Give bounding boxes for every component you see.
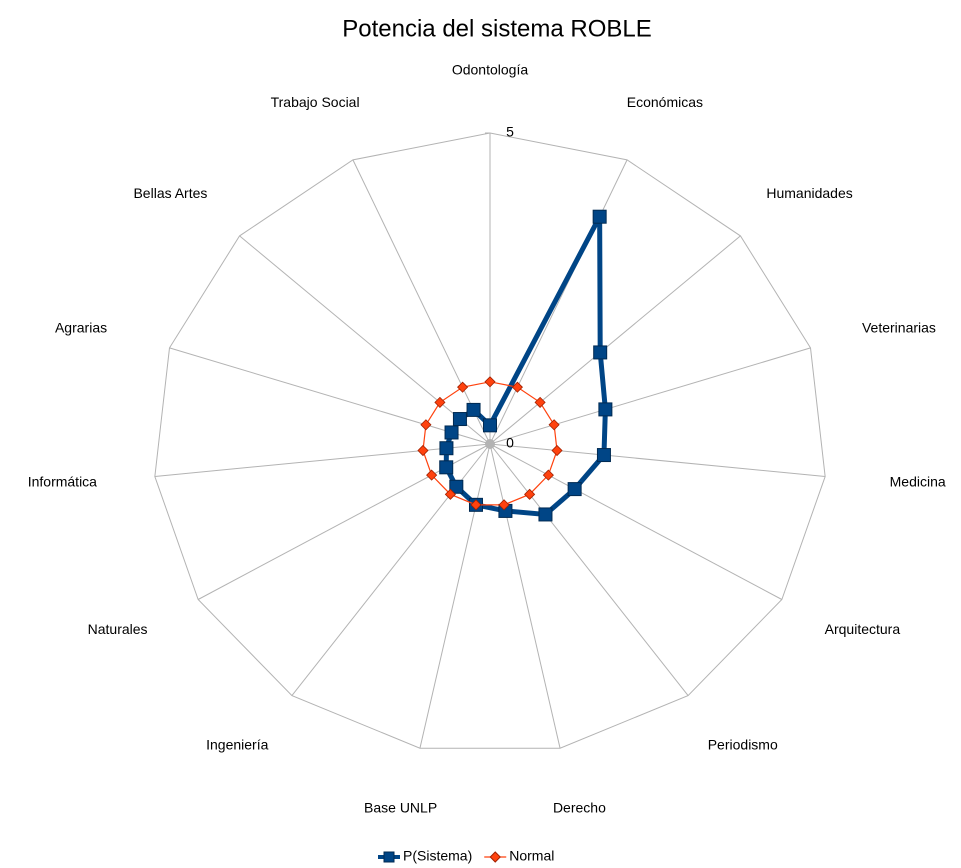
category-label: Trabajo Social xyxy=(271,94,360,110)
category-label: Odontología xyxy=(452,62,528,78)
marker xyxy=(444,425,459,440)
marker xyxy=(452,412,467,427)
marker xyxy=(548,419,560,431)
tick-label: 0 xyxy=(506,435,514,451)
category-label: Base UNLP xyxy=(364,800,437,816)
spoke xyxy=(489,443,783,600)
marker xyxy=(420,419,432,431)
category-label: Derecho xyxy=(553,800,606,816)
marker xyxy=(483,418,497,433)
marker xyxy=(593,345,608,360)
legend-label: Normal xyxy=(509,848,554,864)
marker xyxy=(457,381,469,393)
category-label: Medicina xyxy=(890,474,946,490)
tick-label: 5 xyxy=(506,124,514,140)
category-label: Ingeniería xyxy=(206,736,268,752)
spoke xyxy=(489,443,561,749)
spoke xyxy=(489,347,811,445)
category-label: Humanidades xyxy=(766,185,852,201)
marker xyxy=(449,479,464,494)
spoke xyxy=(489,235,741,445)
marker xyxy=(498,499,510,511)
grid-polygon xyxy=(154,132,826,749)
marker xyxy=(470,499,482,511)
chart-title: Potencia del sistema ROBLE xyxy=(342,15,651,42)
legend-label: P(Sistema) xyxy=(403,848,472,864)
marker xyxy=(444,488,456,500)
category-label: Informática xyxy=(28,474,97,490)
marker xyxy=(511,381,523,393)
category-label: Arquitectura xyxy=(825,621,901,637)
spoke xyxy=(169,347,491,445)
spoke xyxy=(352,159,491,445)
marker xyxy=(542,469,554,481)
marker xyxy=(417,444,429,457)
legend-marker xyxy=(489,851,501,863)
spoke xyxy=(489,443,689,696)
marker xyxy=(596,448,611,463)
spoke xyxy=(239,235,491,445)
category-label: Bellas Artes xyxy=(133,185,207,201)
marker xyxy=(534,396,546,408)
marker xyxy=(426,469,438,481)
category-label: Agrarias xyxy=(55,319,107,335)
category-label: Económicas xyxy=(627,94,703,110)
marker xyxy=(439,460,454,475)
category-label: Periodismo xyxy=(708,736,778,752)
marker xyxy=(484,376,496,388)
marker xyxy=(439,441,454,456)
center xyxy=(485,439,495,449)
spoke xyxy=(489,443,826,478)
marker xyxy=(524,488,536,500)
marker xyxy=(551,444,563,457)
marker xyxy=(538,507,553,522)
spoke xyxy=(489,159,628,445)
marker xyxy=(598,402,613,417)
spoke xyxy=(419,443,491,749)
spoke xyxy=(154,443,491,478)
marker xyxy=(567,482,582,497)
marker xyxy=(434,396,446,408)
marker xyxy=(592,209,607,224)
series-line xyxy=(422,381,558,506)
category-label: Veterinarias xyxy=(862,319,936,335)
marker xyxy=(466,402,481,417)
category-label: Naturales xyxy=(88,621,148,637)
legend-marker xyxy=(383,851,395,863)
